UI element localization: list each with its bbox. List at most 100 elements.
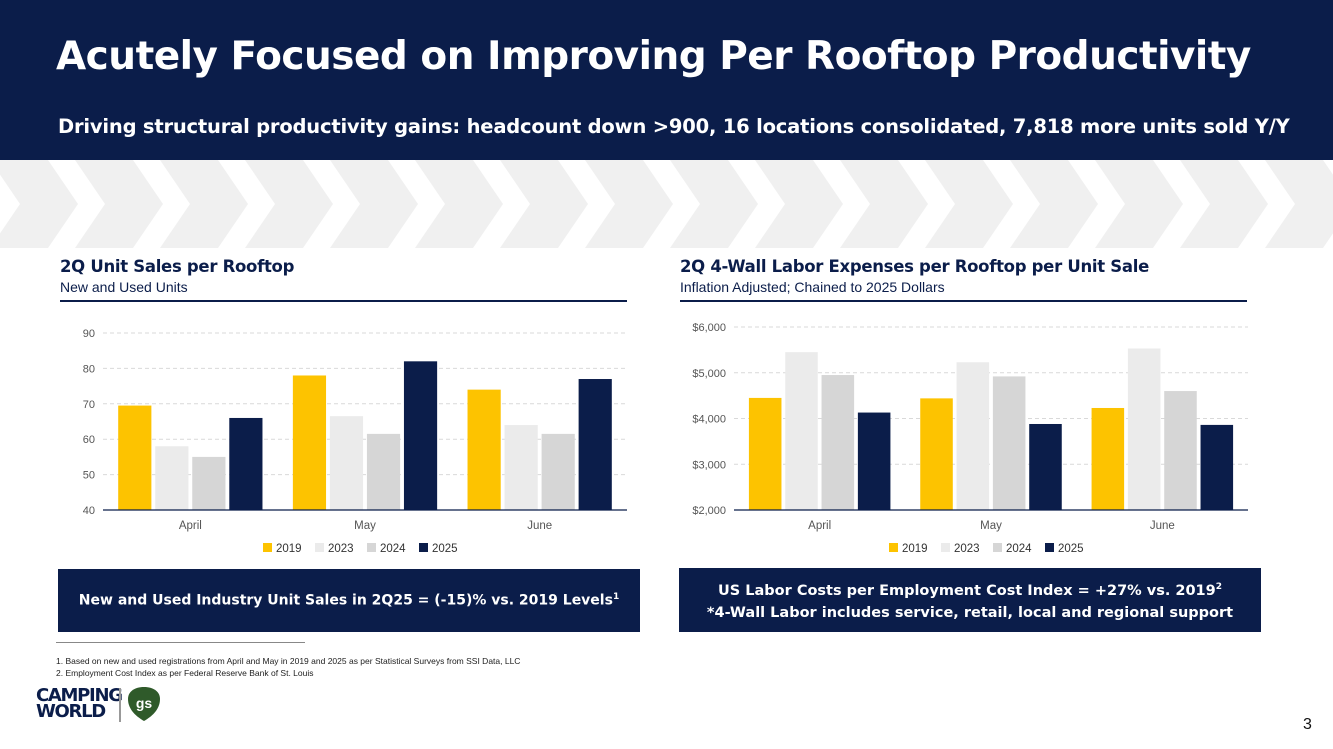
bar-2025-may: [1029, 423, 1062, 510]
bar-2023-june: [504, 425, 538, 510]
chart-right-title: 2Q 4-Wall Labor Expenses per Rooftop per…: [680, 257, 1149, 276]
bar-2023-june: [1127, 348, 1161, 510]
bar-2024-june: [1164, 391, 1197, 510]
bar-2019-may: [920, 398, 953, 510]
bar-2023-may: [329, 416, 364, 510]
bar-2019-may: [292, 375, 327, 510]
callout-left-text: New and Used Industry Unit Sales in 2Q25…: [78, 592, 613, 609]
legend-label-2019: 2019: [276, 543, 302, 555]
callout-right-line2: *4-Wall Labor includes service, retail, …: [706, 604, 1234, 621]
legend-swatch-2024: [993, 543, 1002, 552]
footnote-2: 2. Employment Cost Index as per Federal …: [56, 668, 314, 678]
bar-2025-april: [857, 412, 891, 510]
legend-label-2019: 2019: [902, 543, 928, 555]
chevron-shape: [1010, 160, 1098, 248]
chevron-shape: [755, 160, 843, 248]
page-subtitle: Driving structural productivity gains: h…: [58, 115, 1290, 138]
chevron-shape: [585, 160, 673, 248]
chart-left-subtitle: New and Used Units: [60, 279, 188, 295]
x-tick-label: June: [1150, 520, 1175, 532]
chart-right: $2,000 $3,000 $4,000 $5,000 $6,000 April May Ju…: [692, 322, 1248, 555]
x-tick-label: April: [179, 520, 202, 532]
bar-2023-april: [785, 352, 818, 510]
page-number: 3: [1303, 716, 1312, 733]
y-tick-label: 90: [83, 328, 95, 340]
legend-label-2025: 2025: [432, 543, 458, 555]
footnote-divider: [56, 642, 305, 643]
legend-label-2023: 2023: [328, 543, 354, 555]
chart-right-subtitle: Inflation Adjusted; Chained to 2025 Doll…: [680, 279, 945, 295]
legend-swatch-2019: [263, 543, 272, 552]
y-tick-label: 80: [83, 363, 95, 375]
chevron-shape: [0, 160, 78, 248]
chart-left-rule: [60, 300, 627, 302]
legend-swatch-2023: [315, 543, 324, 552]
x-tick-label: June: [527, 520, 552, 532]
chevron-shape: [415, 160, 503, 248]
callout-right-line1: US Labor Costs per Employment Cost Index…: [717, 582, 1216, 599]
bar-2025-april: [229, 417, 263, 510]
bar-2023-may: [956, 362, 990, 510]
y-tick-label: $4,000: [692, 414, 726, 426]
bar-2024-april: [821, 375, 855, 510]
bar-2025-may: [403, 361, 438, 510]
bar-2025-june: [578, 379, 612, 510]
legend-label-2023: 2023: [954, 543, 980, 555]
bar-2019-april: [118, 405, 152, 510]
y-tick-label: 40: [83, 505, 95, 517]
x-tick-label: May: [980, 520, 1002, 532]
bar-2024-june: [541, 433, 575, 510]
y-tick-label: $3,000: [692, 459, 726, 471]
good-sam-logo-text: gs: [136, 695, 153, 711]
chevron-shape: [925, 160, 1013, 248]
bar-2025-june: [1200, 424, 1234, 510]
bar-2019-april: [748, 397, 782, 510]
callout-left: New and Used Industry Unit Sales in 2Q25…: [58, 569, 640, 632]
bar-2024-april: [192, 456, 226, 510]
chevron-shape: [330, 160, 418, 248]
chevron-shape: [500, 160, 588, 248]
chevron-banner: [0, 160, 1333, 248]
chart-left: 40 50 60 70 80 90 April May June 2019 2023 2024 2025: [83, 328, 627, 555]
y-tick-label: $2,000: [692, 505, 726, 517]
x-tick-label: May: [354, 520, 376, 532]
chevron-shape: [1095, 160, 1183, 248]
y-tick-label: 70: [83, 399, 95, 411]
legend-swatch-2023: [941, 543, 950, 552]
camping-world-logo: CAMPING WORLD: [36, 685, 123, 722]
y-tick-label: $5,000: [692, 368, 726, 380]
legend-label-2025: 2025: [1058, 543, 1084, 555]
header-banner: Acutely Focused on Improving Per Rooftop…: [0, 0, 1333, 160]
bar-2024-may: [992, 376, 1026, 510]
legend-swatch-2024: [367, 543, 376, 552]
logo-line-2: WORLD: [36, 701, 106, 722]
legend-swatch-2025: [1045, 543, 1054, 552]
chart-right-rule: [680, 300, 1247, 302]
chevron-shape: [245, 160, 333, 248]
y-tick-label: 60: [83, 434, 95, 446]
legend-label-2024: 2024: [1006, 543, 1032, 555]
footnote-1: 1. Based on new and used registrations f…: [56, 656, 521, 666]
chevron-shape: [670, 160, 758, 248]
bar-2023-april: [155, 446, 189, 510]
callout-left-footnote-ref: 1: [612, 592, 620, 603]
y-tick-label: $6,000: [692, 322, 726, 334]
y-tick-label: 50: [83, 470, 95, 482]
bar-2019-june: [1091, 407, 1125, 510]
legend-swatch-2019: [889, 543, 898, 552]
bar-2024-may: [366, 433, 401, 510]
logo-line-1: CAMPING: [36, 685, 123, 706]
good-sam-logo: gs: [128, 687, 160, 721]
legend-swatch-2025: [419, 543, 428, 552]
chevron-shape: [160, 160, 248, 248]
callout-right-footnote-ref: 2: [1215, 582, 1223, 593]
page-title: Acutely Focused on Improving Per Rooftop…: [56, 34, 1251, 79]
bar-2019-june: [467, 389, 501, 510]
x-tick-label: April: [808, 520, 831, 532]
chevron-shape: [1265, 160, 1333, 248]
legend-label-2024: 2024: [380, 543, 406, 555]
logo-divider: [119, 688, 121, 722]
chart-left-title: 2Q Unit Sales per Rooftop: [60, 257, 295, 276]
chevron-shape: [75, 160, 163, 248]
chevron-shape: [1180, 160, 1268, 248]
